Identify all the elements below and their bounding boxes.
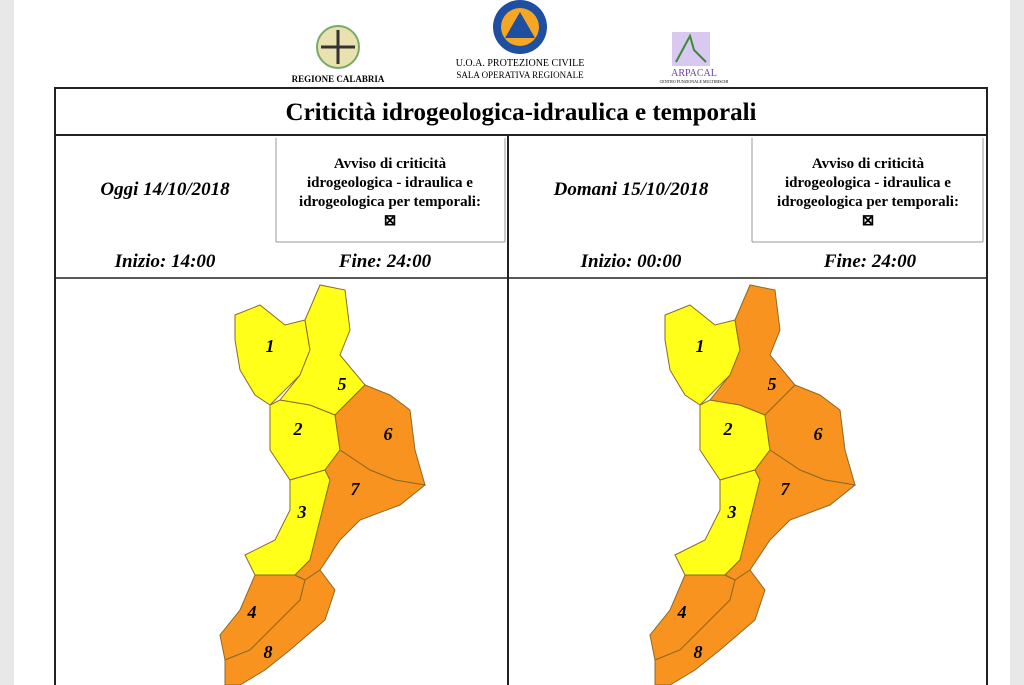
- end-time: Fine: 24:00: [338, 251, 432, 272]
- zone-label: 1: [696, 336, 705, 356]
- notice-line: idrogeologica per temporali:: [777, 194, 959, 210]
- map-zone: [724, 449, 857, 581]
- zone-label: 4: [247, 602, 257, 622]
- zone-label: 6: [814, 424, 823, 444]
- notice-line: ⊠: [384, 213, 397, 229]
- zone-label: 6: [384, 424, 393, 444]
- logo-text: REGIONE CALABRIA: [292, 74, 385, 84]
- logo-calabria-cross: [321, 30, 355, 64]
- zone-label: 5: [768, 374, 777, 394]
- date: Oggi 14/10/2018: [100, 179, 230, 200]
- zone-label: 2: [723, 419, 733, 439]
- zone-label: 8: [264, 642, 273, 662]
- date: Domani 15/10/2018: [553, 179, 709, 200]
- edge: [1010, 0, 1024, 685]
- map-zone: [294, 449, 427, 581]
- logo-arpacal-mark: [675, 33, 707, 63]
- logo-text: ARPACAL: [671, 68, 717, 79]
- start-time: Inizio: 00:00: [580, 251, 682, 272]
- zone-label: 3: [297, 502, 307, 522]
- map-zone: [654, 569, 766, 685]
- start-time: Inizio: 14:00: [114, 251, 216, 272]
- logo-text: SALA OPERATIVA REGIONALE: [456, 70, 584, 80]
- zone-label: 4: [677, 602, 687, 622]
- zone-label: 7: [781, 479, 791, 499]
- zone-label: 2: [293, 419, 303, 439]
- zone-label: 7: [351, 479, 361, 499]
- logo-text: CENTRO FUNZIONALE MULTIRISCHI: [660, 79, 729, 84]
- notice-line: idrogeologica - idraulica e: [785, 175, 951, 191]
- notice-line: Avviso di criticità: [812, 156, 925, 172]
- table: [54, 87, 988, 685]
- logo-triangle: [505, 12, 535, 38]
- logo-text: U.O.A. PROTEZIONE CIVILE: [456, 58, 585, 69]
- zone-label: 5: [338, 374, 347, 394]
- zone-label: 8: [694, 642, 703, 662]
- zone-label: 1: [266, 336, 275, 356]
- notice-line: idrogeologica per temporali:: [299, 194, 481, 210]
- title: Criticità idrogeologica-idraulica e temp…: [286, 99, 757, 126]
- notice-line: idrogeologica - idraulica e: [307, 175, 473, 191]
- map-zone: [224, 569, 336, 685]
- end-time: Fine: 24:00: [823, 251, 917, 272]
- notice-line: Avviso di criticità: [334, 156, 447, 172]
- edge: [0, 0, 14, 685]
- zone-label: 3: [727, 502, 737, 522]
- notice-line: ⊠: [862, 213, 875, 229]
